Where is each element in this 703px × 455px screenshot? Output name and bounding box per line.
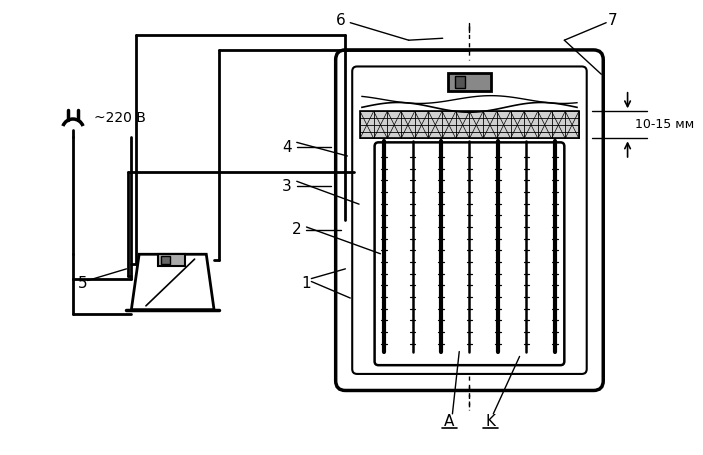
Text: K: K (485, 414, 496, 429)
Text: 2: 2 (292, 222, 302, 238)
Text: 5: 5 (78, 276, 87, 291)
Text: 1: 1 (302, 276, 311, 291)
Bar (360, 111, 579, 138)
Polygon shape (131, 254, 214, 310)
Bar (157, 254, 185, 266)
Text: 4: 4 (282, 140, 292, 155)
FancyBboxPatch shape (335, 50, 603, 390)
Text: A: A (444, 414, 455, 429)
Bar (456, 76, 465, 88)
Text: 6: 6 (335, 13, 345, 28)
Bar (448, 73, 491, 91)
Bar (160, 256, 170, 264)
Text: 7: 7 (608, 13, 618, 28)
Text: 10-15 мм: 10-15 мм (636, 118, 695, 131)
Text: 3: 3 (282, 179, 292, 194)
Text: ~220 B: ~220 B (94, 111, 146, 125)
